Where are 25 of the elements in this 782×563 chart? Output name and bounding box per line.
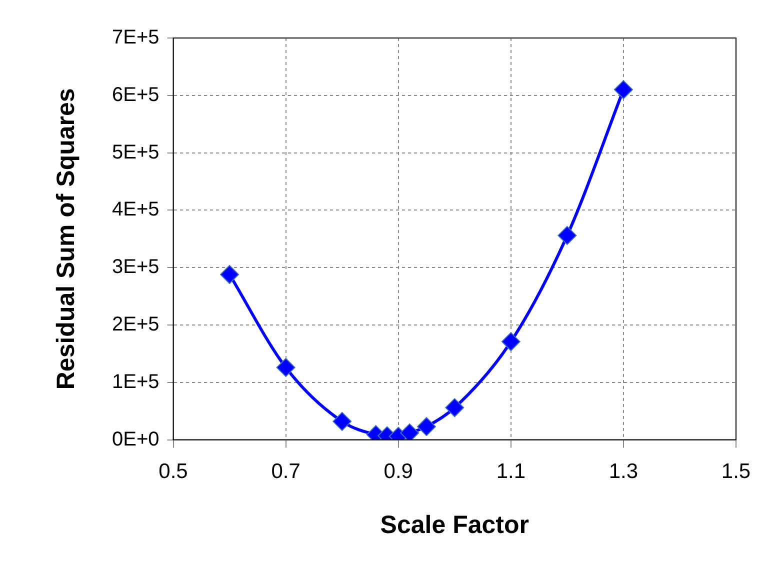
y-tick-label: 7E+5 bbox=[112, 26, 160, 49]
x-tick-label: 0.7 bbox=[271, 460, 300, 484]
point bbox=[501, 332, 520, 352]
y-axis-title: Residual Sum of Squares bbox=[52, 88, 80, 390]
y-tick-label: 6E+5 bbox=[112, 84, 160, 106]
point bbox=[445, 398, 464, 418]
x-tick-label: 1.5 bbox=[721, 460, 751, 484]
x-tick-label: 0.9 bbox=[384, 460, 413, 484]
y-tick-label: 2E+5 bbox=[112, 314, 160, 336]
y-tick-label: 3E+5 bbox=[112, 256, 160, 278]
point bbox=[276, 358, 296, 377]
y-tick-label: 5E+5 bbox=[112, 141, 160, 164]
point bbox=[558, 226, 577, 245]
point bbox=[220, 264, 240, 284]
x-tick-label: 0.5 bbox=[158, 460, 188, 484]
point bbox=[332, 412, 352, 431]
point bbox=[614, 80, 633, 100]
y-tick-label: 4E+5 bbox=[112, 198, 160, 221]
point bbox=[400, 423, 420, 440]
x-axis-title: Scale Factor bbox=[380, 510, 530, 539]
y-tick-label: 1E+5 bbox=[112, 370, 160, 393]
point bbox=[416, 417, 436, 436]
y-tick-label: 0E+0 bbox=[112, 428, 160, 450]
x-tick-label: 1.3 bbox=[608, 460, 638, 484]
x-tick-label: 1.1 bbox=[496, 460, 526, 484]
